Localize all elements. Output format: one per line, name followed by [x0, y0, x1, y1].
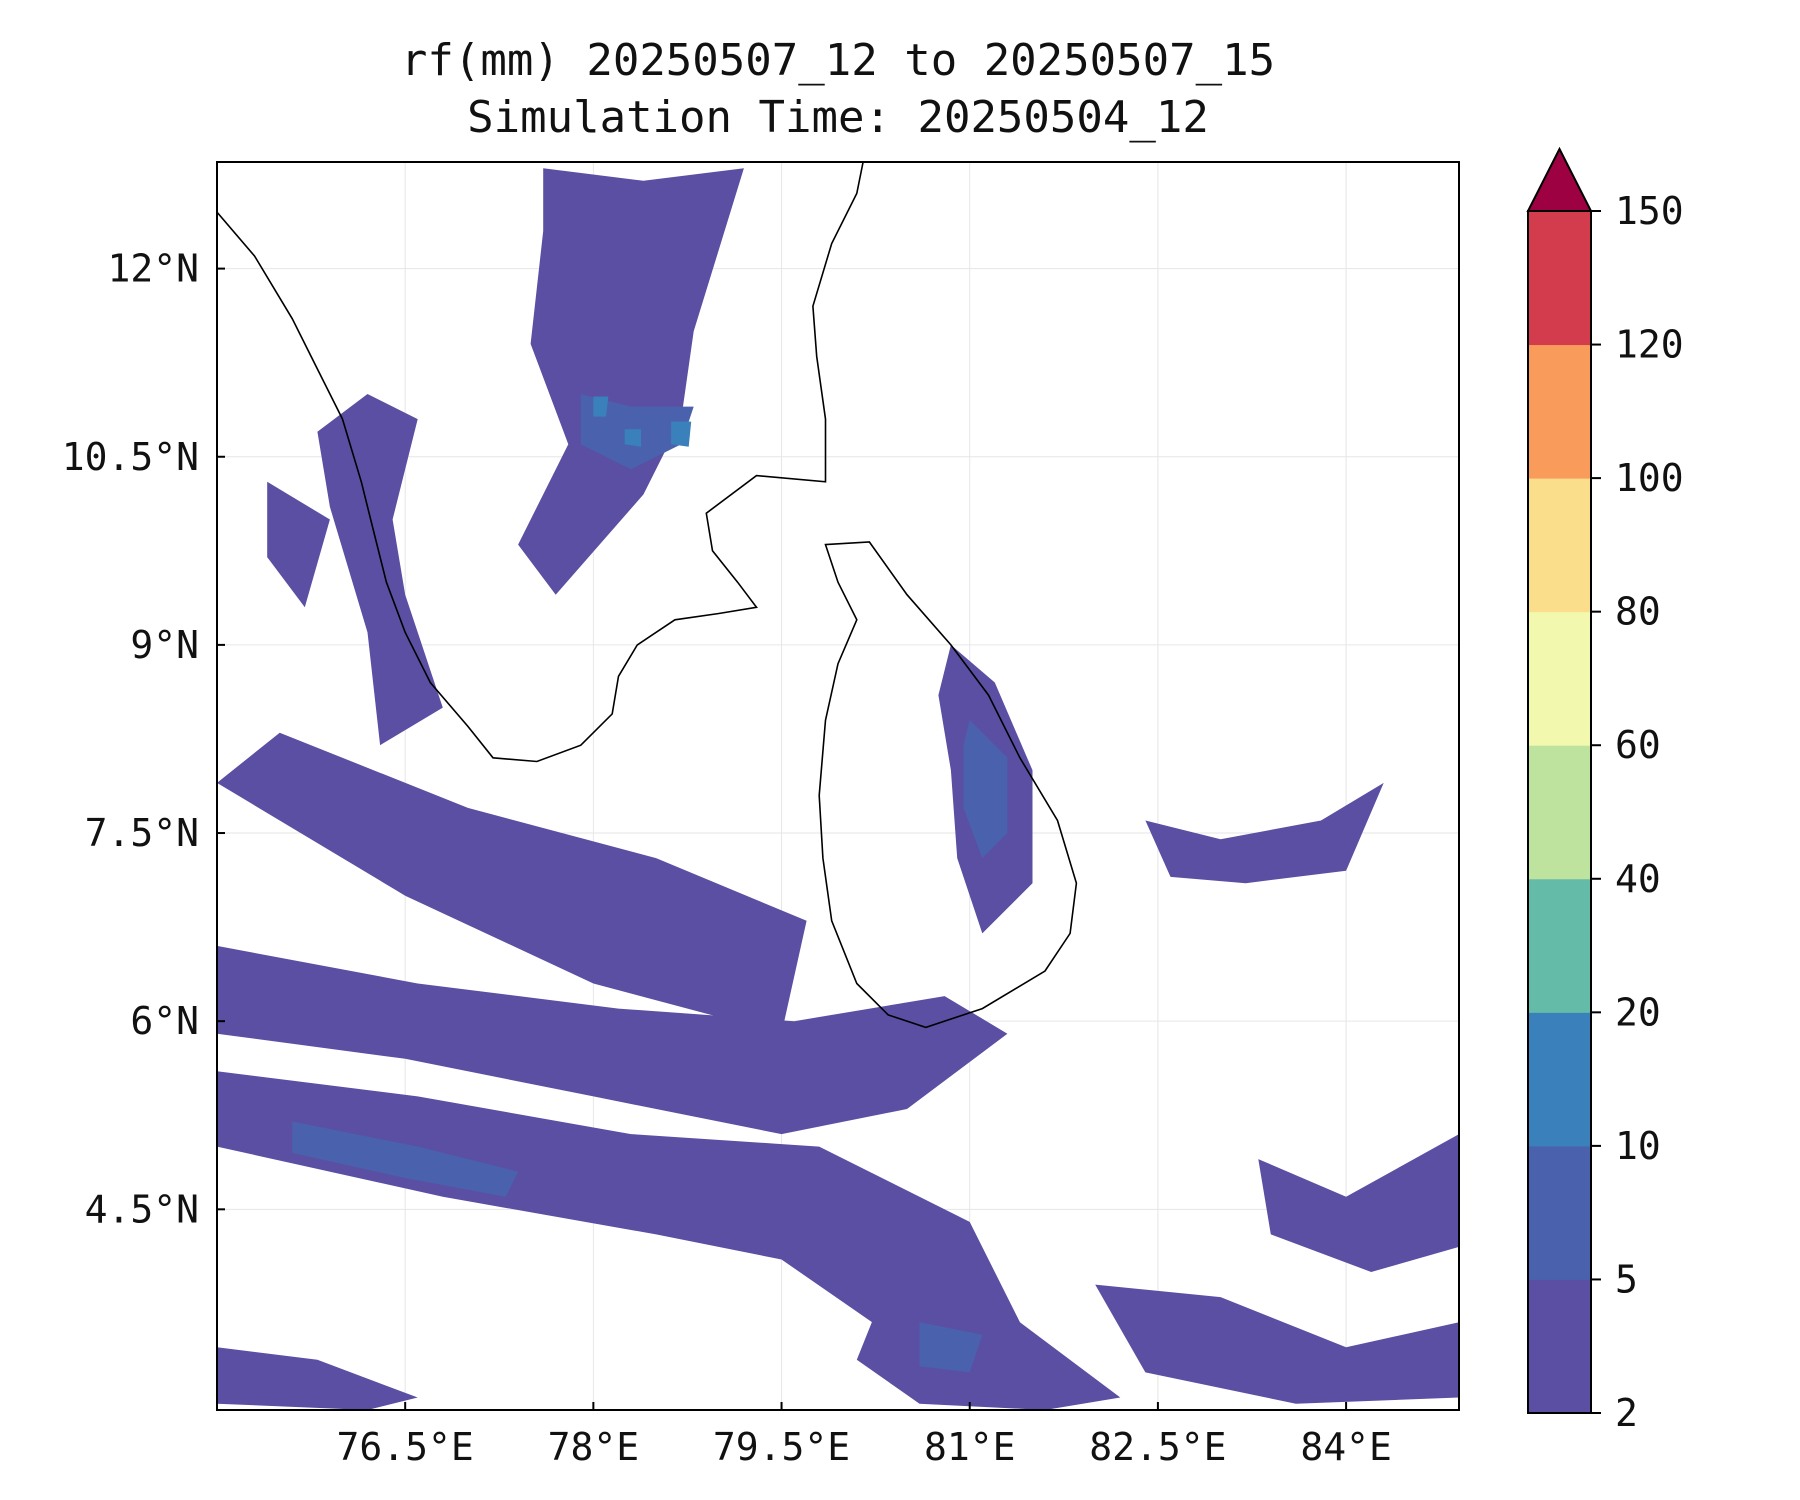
rain-region-southeast-band — [1095, 1284, 1459, 1404]
colorbar-swatch — [1528, 745, 1591, 880]
colorbar-swatch — [1528, 878, 1591, 1013]
lon-tick-label: 79.5°E — [713, 1425, 850, 1469]
map-panel: 76.5°E 78°E 79.5°E 81°E 82.5°E 84°E 12°N 10.5°… — [62, 161, 1460, 1469]
title-line-2: Simulation Time: 20250504_12 — [467, 92, 1209, 143]
colorbar-swatch — [1528, 1279, 1591, 1414]
colorbar-swatch — [1528, 611, 1591, 746]
rain-region-western-ghats-north — [317, 394, 443, 746]
lat-tick-label: 7.5°N — [85, 811, 199, 855]
colorbar-label: 5 — [1615, 1257, 1638, 1301]
colorbar-label: 60 — [1615, 723, 1661, 767]
lat-tick-label: 10.5°N — [62, 435, 199, 479]
colorbar-label: 10 — [1615, 1124, 1661, 1168]
colorbar-swatch — [1528, 1012, 1591, 1147]
colorbar-swatch — [1528, 211, 1591, 346]
colorbar-swatch — [1528, 1145, 1591, 1280]
rain-region-arabian-sea-heavy — [292, 1121, 519, 1197]
rain-region-south-cluster-heavy — [919, 1322, 983, 1373]
colorbar-label: 150 — [1615, 189, 1684, 233]
sri-lanka-coastline — [818, 541, 1078, 1029]
map-frame — [216, 161, 1460, 1411]
rain-region-west-edge-band — [217, 1347, 418, 1410]
lat-tick-label: 12°N — [107, 247, 199, 291]
colorbar-label: 20 — [1615, 990, 1661, 1034]
colorbar-label: 2 — [1615, 1391, 1638, 1435]
colorbar-label: 100 — [1615, 456, 1684, 500]
rain-region-tamil-nadu-core-a — [593, 396, 609, 417]
rainfall-contours — [217, 168, 1459, 1410]
title-line-1: rf(mm) 20250507_12 to 20250507_15 — [401, 35, 1275, 86]
rain-region-tamil-nadu-interior — [518, 168, 744, 595]
rain-region-bay-east-band — [1145, 782, 1384, 884]
rain-region-sri-lanka-east-heavy — [963, 720, 1008, 859]
latitude-axis: 12°N 10.5°N 9°N 7.5°N 6°N 4.5°N — [62, 247, 225, 1231]
colorbar-label: 80 — [1615, 590, 1661, 634]
india-coastline — [217, 162, 864, 763]
rain-region-arabian-sea-band-3 — [217, 1071, 1033, 1373]
rain-region-east-edge-band — [1258, 1134, 1459, 1272]
colorbar-extend-arrow — [1526, 146, 1593, 212]
colorbar-swatch — [1528, 344, 1591, 479]
lat-tick-label: 4.5°N — [85, 1187, 199, 1231]
rain-region-tamil-nadu-core-c — [671, 421, 692, 447]
lon-tick-label: 76.5°E — [337, 1425, 474, 1469]
lat-tick-label: 9°N — [130, 623, 199, 667]
rain-region-arabian-sea-band-1 — [217, 732, 807, 1034]
colorbar-swatch — [1528, 478, 1591, 613]
colorbar-label: 120 — [1615, 323, 1684, 367]
colorbar-frame — [1527, 210, 1592, 1414]
coastlines — [217, 162, 1078, 1029]
lon-tick-label: 84°E — [1300, 1425, 1392, 1469]
colorbar-label: 40 — [1615, 857, 1661, 901]
lon-tick-label: 78°E — [548, 1425, 640, 1469]
lon-tick-label: 81°E — [924, 1425, 1016, 1469]
longitude-axis: 76.5°E 78°E 79.5°E 81°E 82.5°E 84°E — [337, 1402, 1392, 1469]
colorbar: 2 5 10 20 40 60 80 100 120 150 — [1526, 146, 1684, 1435]
rain-region-tamil-nadu-core-b — [624, 429, 641, 447]
rain-region-arabian-sea-band-2 — [217, 945, 1008, 1135]
rain-region-ghats-south — [267, 481, 330, 608]
lon-tick-label: 82.5°E — [1089, 1425, 1226, 1469]
lat-tick-label: 6°N — [130, 999, 199, 1043]
